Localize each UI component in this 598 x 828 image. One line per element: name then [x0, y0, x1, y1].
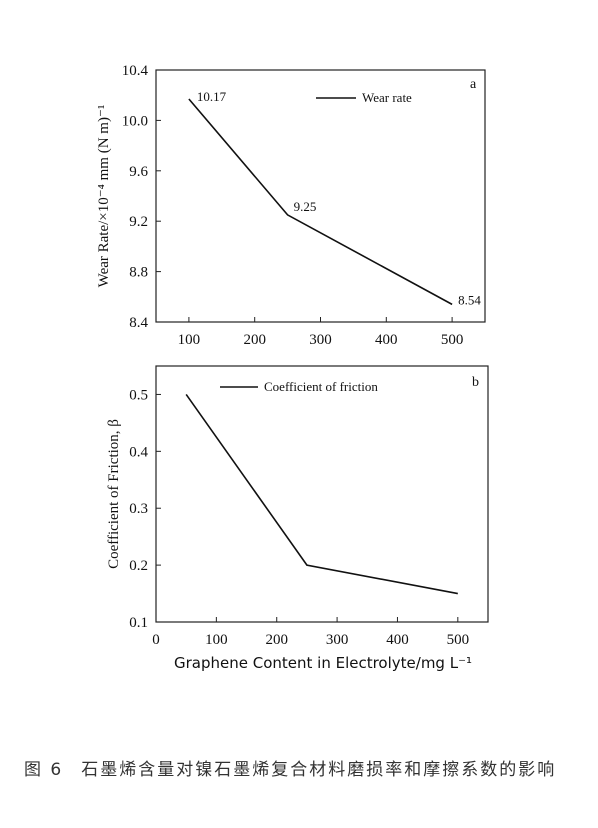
- chart-a-frame: [155, 69, 486, 323]
- chart-a-panel-label: a: [470, 77, 477, 92]
- x-tick-label: 200: [243, 332, 266, 348]
- chart-b-y-axis-label: Coefficient of Friction, β: [106, 419, 122, 569]
- y-tick-label: 10.4: [122, 63, 149, 79]
- chart-b-legend-label: Coefficient of friction: [264, 379, 378, 394]
- y-tick-label: 0.2: [129, 558, 148, 574]
- x-tick-label: 100: [178, 332, 201, 348]
- y-tick-label: 10.0: [122, 113, 148, 129]
- chart-b-series: [185, 393, 458, 595]
- series-line: [188, 98, 453, 306]
- chart-a-series: [188, 98, 453, 306]
- x-tick-label: 0: [152, 632, 160, 648]
- x-tick-label: 400: [375, 332, 398, 348]
- x-tick-label: 100: [205, 632, 228, 648]
- x-tick-label: 500: [447, 632, 470, 648]
- chart-b-panel-label: b: [472, 375, 479, 390]
- chart-a: 8.4 8.8 9.2 9.6 10.0 10.4 100 200 300 400 500 10.…: [96, 63, 486, 348]
- y-tick-label: 9.2: [129, 214, 148, 230]
- data-label: 10.17: [197, 89, 227, 104]
- chart-a-legend-label: Wear rate: [362, 90, 412, 105]
- y-tick-label: 0.5: [129, 387, 148, 403]
- chart-b-x-axis-label: Graphene Content in Electrolyte/mg L⁻¹: [174, 654, 472, 672]
- y-tick-label: 0.3: [129, 501, 148, 517]
- figure-caption: 图 6 石墨烯含量对镍石墨烯复合材料磨损率和摩擦系数的影响: [24, 752, 584, 788]
- y-tick-label: 8.8: [129, 265, 148, 281]
- chart-a-y-axis-label: Wear Rate/×10⁻⁴ mm (N m)⁻¹: [96, 105, 112, 288]
- y-tick-label: 0.4: [129, 444, 148, 460]
- chart-a-y-ticks: 8.4 8.8 9.2 9.6 10.0 10.4: [122, 63, 161, 331]
- series-line: [185, 393, 458, 595]
- figure-number: 图 6: [24, 760, 64, 780]
- x-tick-label: 400: [386, 632, 409, 648]
- x-tick-label: 300: [326, 632, 349, 648]
- y-tick-label: 8.4: [129, 315, 148, 331]
- chart-b-frame: [155, 365, 489, 623]
- figure-caption-text: 石墨烯含量对镍石墨烯复合材料磨损率和摩擦系数的影响: [81, 760, 557, 780]
- chart-b-y-ticks: 0.1 0.2 0.3 0.4 0.5: [129, 387, 161, 631]
- y-tick-label: 9.6: [129, 164, 148, 180]
- chart-b-x-ticks: 0 100 200 300 400 500: [152, 617, 469, 648]
- x-tick-label: 200: [265, 632, 288, 648]
- chart-a-data-labels: 10.17 9.25 8.54: [197, 89, 481, 307]
- data-label: 9.25: [294, 199, 317, 214]
- chart-b: 0.1 0.2 0.3 0.4 0.5 0 100 200 300 400 500 Coeffic…: [106, 365, 489, 672]
- chart-a-x-ticks: 100 200 300 400 500: [178, 317, 464, 348]
- x-tick-label: 300: [309, 332, 332, 348]
- x-tick-label: 500: [441, 332, 464, 348]
- y-tick-label: 0.1: [129, 615, 148, 631]
- data-label: 8.54: [458, 292, 481, 307]
